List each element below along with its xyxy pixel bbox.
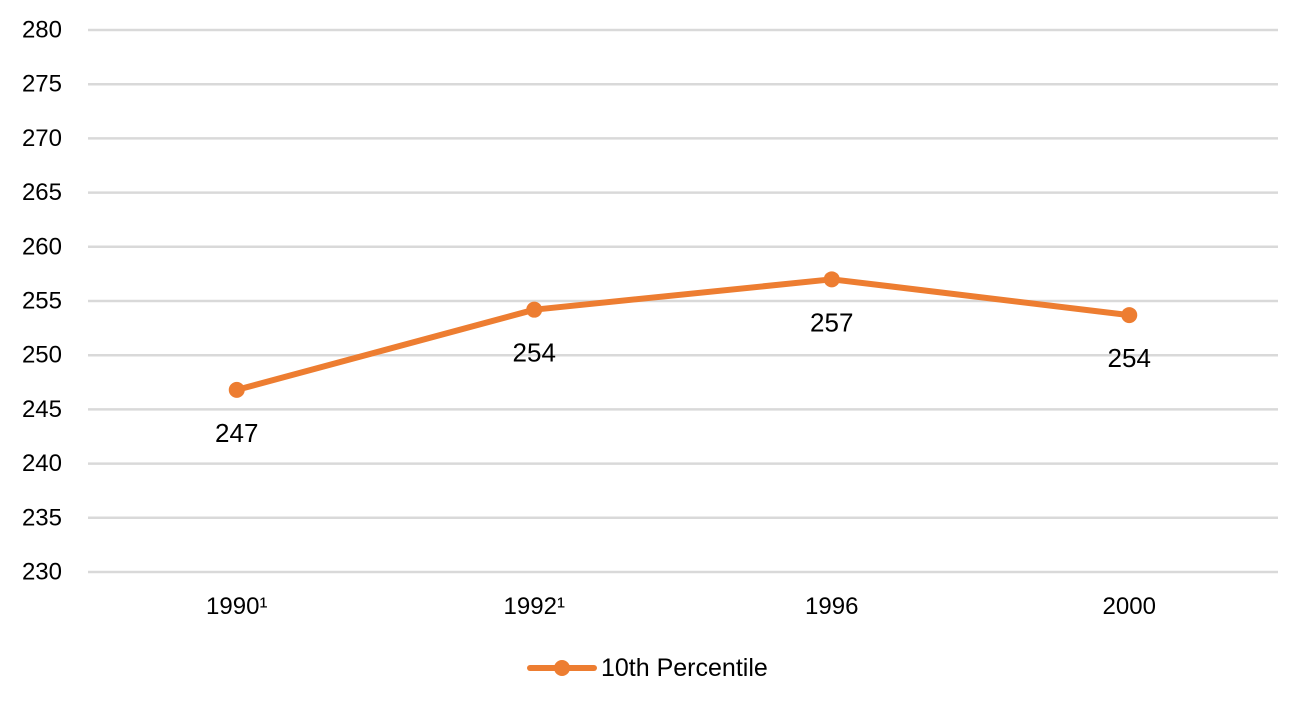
x-tick-label: 1992¹: [504, 593, 565, 620]
data-label: 254: [513, 338, 556, 368]
legend: 10th Percentile: [527, 654, 768, 682]
y-tick-label: 275: [22, 71, 62, 98]
y-tick-label: 270: [22, 125, 62, 152]
y-tick-label: 240: [22, 450, 62, 477]
legend-swatch-marker: [554, 660, 570, 676]
series-line: [233, 276, 1133, 393]
x-axis-tick-labels: 1990¹ 1992¹ 1996 2000: [206, 593, 1156, 620]
y-tick-label: 250: [22, 342, 62, 369]
x-tick-label: 2000: [1103, 593, 1156, 620]
data-label: 254: [1108, 343, 1151, 373]
data-point-marker: [1121, 307, 1138, 324]
data-point-marker: [526, 301, 543, 318]
data-point-marker: [823, 271, 840, 288]
x-tick-label: 1996: [805, 593, 858, 620]
y-tick-label: 235: [22, 504, 62, 531]
y-axis-tick-labels: 230 235 240 245 250 255 260 265 270 275 280: [22, 17, 62, 586]
y-tick-label: 230: [22, 559, 62, 586]
data-labels: 247 254 257 254: [215, 307, 1151, 448]
data-label: 257: [810, 307, 853, 337]
gridlines: [88, 28, 1278, 574]
legend-label: 10th Percentile: [601, 654, 768, 682]
x-tick-label: 1990¹: [206, 593, 267, 620]
series-10th-percentile: [228, 271, 1138, 398]
y-tick-label: 280: [22, 17, 62, 44]
data-label: 247: [215, 418, 258, 448]
y-tick-label: 265: [22, 179, 62, 206]
y-tick-label: 260: [22, 233, 62, 260]
data-point-marker: [228, 381, 245, 398]
y-tick-label: 255: [22, 288, 62, 315]
y-tick-label: 245: [22, 396, 62, 423]
